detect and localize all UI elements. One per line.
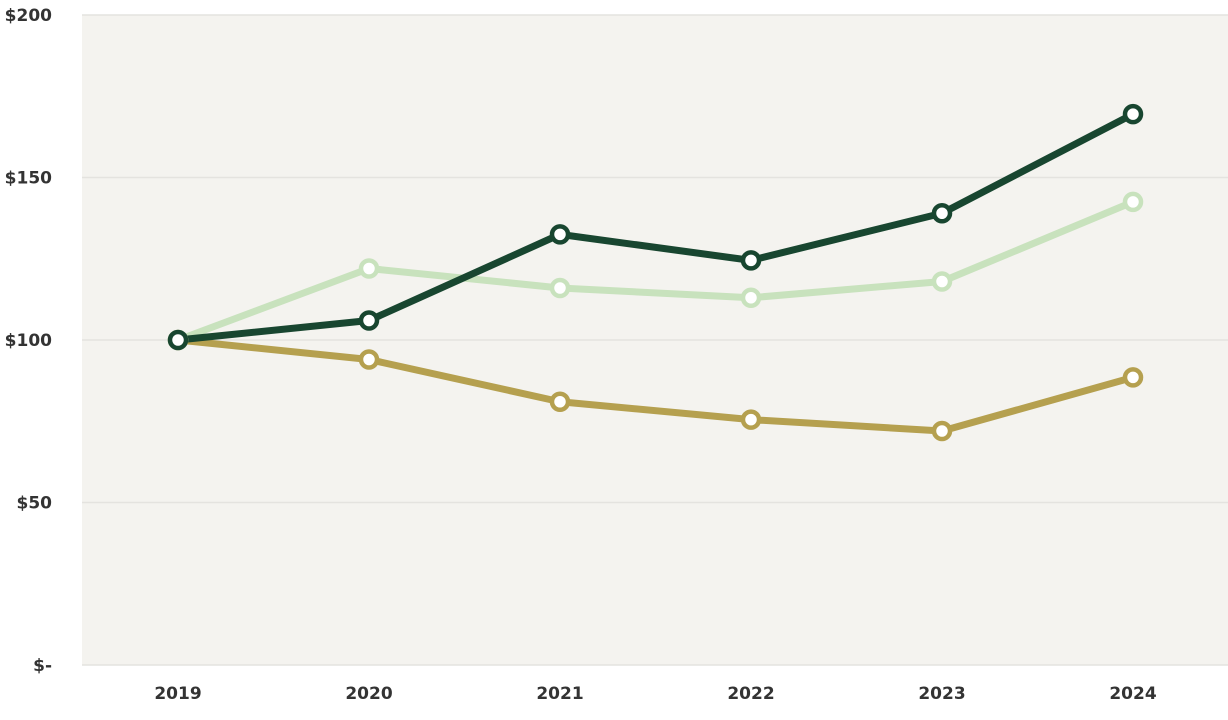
data-point [1122,367,1144,388]
data-point [549,277,571,299]
data-point [931,203,953,224]
x-tick-label: 2019 [154,684,201,704]
y-tick-label: $50 [17,494,53,514]
data-point [740,287,762,308]
data-point [931,271,953,292]
data-point [549,224,571,245]
data-point [740,250,762,271]
data-point [1122,103,1144,125]
y-tick-label: $100 [5,331,52,351]
data-point [167,329,189,351]
data-point [358,258,380,279]
y-tick-label: $- [33,656,52,676]
x-tick-label: 2024 [1109,684,1156,704]
data-point [1122,191,1144,213]
data-point [358,349,380,370]
y-axis-ticks: $- $50 $100 $150 $200 [5,6,52,676]
gridlines [82,14,1228,666]
data-point [740,409,762,430]
series-lines [174,110,1137,435]
y-tick-label: $150 [5,169,52,189]
x-tick-label: 2021 [536,684,583,704]
series-line [174,198,1137,344]
x-tick-label: 2022 [727,684,774,704]
data-point [549,391,571,412]
x-tick-label: 2020 [345,684,392,704]
series-line [174,110,1137,344]
series-line [174,336,1137,435]
data-point [358,310,380,331]
series-markers [167,103,1144,442]
x-tick-label: 2023 [918,684,965,704]
x-axis-ticks: 2019 2020 2021 2022 2023 2024 [154,684,1156,704]
y-tick-label: $200 [5,6,52,26]
data-point [931,420,953,442]
